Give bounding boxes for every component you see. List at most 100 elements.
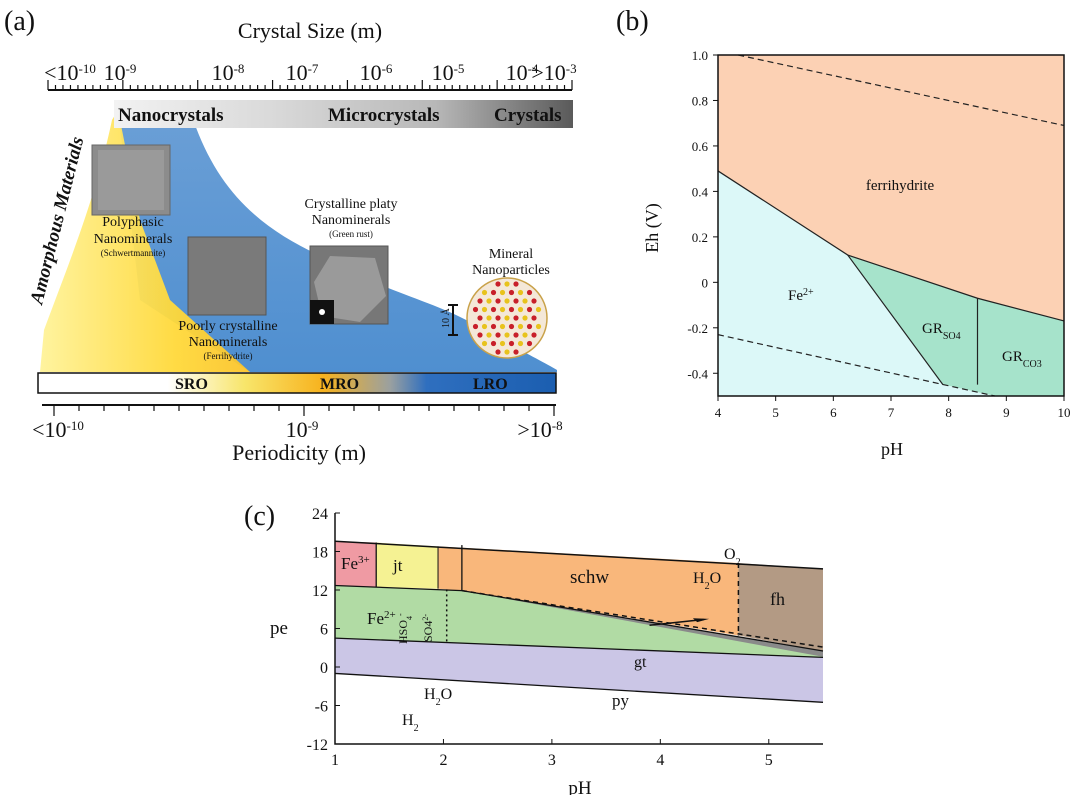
mro-label: MRO <box>320 376 359 393</box>
schw-gt-dashed <box>461 589 824 648</box>
atom <box>508 340 515 347</box>
ferrihydrite-micrograph <box>187 236 267 316</box>
atom <box>513 281 519 287</box>
gt-label: gt <box>634 654 647 671</box>
atom <box>481 306 488 313</box>
h2o-upper-label: H2O <box>693 570 721 592</box>
atom <box>531 332 537 338</box>
crystal-size-title: Crystal Size (m) <box>238 18 382 43</box>
atom <box>486 298 492 304</box>
atom <box>486 332 492 338</box>
fh-region <box>738 563 823 651</box>
py-upper-boundary <box>334 637 824 659</box>
ferrihydrite-label: ferrihydrite <box>866 178 935 194</box>
atom <box>477 315 483 321</box>
atom <box>526 323 533 330</box>
gr-region <box>847 255 1064 396</box>
poorly-line3: (Ferrihydrite) <box>204 351 253 361</box>
atom <box>535 323 542 330</box>
atom <box>517 289 524 296</box>
size-bar <box>114 100 573 128</box>
panel-b-ytick-label: 1.0 <box>692 48 708 63</box>
crystal-tick-label: 10-4 <box>506 60 539 85</box>
diffraction-spot <box>319 309 325 315</box>
sro-label: SRO <box>175 376 208 393</box>
panel-b-ytick-label: 0.4 <box>692 184 709 199</box>
crystal-tick-label: 10-7 <box>286 60 319 85</box>
atom <box>508 306 515 313</box>
atom <box>477 298 483 304</box>
atom <box>495 349 501 355</box>
atom <box>490 306 497 313</box>
atom <box>504 349 510 355</box>
panel-c-ytick-label: 18 <box>312 545 328 562</box>
gt-arrow-line <box>649 618 704 627</box>
particles-line1: Mineral <box>489 247 533 262</box>
atom <box>504 332 510 338</box>
atom <box>477 332 483 338</box>
atom <box>504 298 510 304</box>
atom <box>472 306 479 313</box>
fe2-region <box>335 585 823 658</box>
atom <box>499 323 506 330</box>
atom <box>526 306 533 313</box>
o2-label: O2 <box>724 546 741 568</box>
periodicity-tick-label: 10-9 <box>286 417 319 442</box>
atom <box>486 315 492 321</box>
panel-c-label: (c) <box>244 501 275 532</box>
py-region <box>335 638 823 703</box>
panel-b-xtick-label: 10 <box>1058 405 1071 420</box>
jt-region <box>376 542 439 589</box>
polyphasic-line3: (Schwertmannite) <box>101 248 165 258</box>
lower-water-line <box>717 334 995 397</box>
atom <box>535 306 542 313</box>
panel-c-ytick-label: -12 <box>307 737 328 754</box>
atom <box>472 323 479 330</box>
panel-b-ylabel: Eh (V) <box>642 203 663 252</box>
panel-c-xtick-label: 4 <box>656 752 664 769</box>
nanocrystals-label: Nanocrystals <box>118 105 224 126</box>
panel-b-ytick-label: 0.6 <box>692 139 709 154</box>
atom <box>517 306 524 313</box>
fe3-label: Fe3+ <box>341 554 370 573</box>
gt-region <box>461 590 823 657</box>
crystal-tick-label: 10-6 <box>360 60 393 85</box>
atom <box>490 340 497 347</box>
panel-a-label: (a) <box>4 6 35 37</box>
platy-line2: Nanominerals <box>312 213 391 228</box>
h2-label: H2 <box>402 712 419 734</box>
micrograph-texture <box>98 150 164 210</box>
atom <box>508 323 515 330</box>
panel-c-xtick-label: 5 <box>765 752 773 769</box>
panel-b-xtick-label: 6 <box>830 405 837 420</box>
microcrystals-label: Microcrystals <box>328 105 440 126</box>
atom <box>513 298 519 304</box>
atom <box>504 315 510 321</box>
atom <box>508 289 515 296</box>
panel-c-ylabel: pe <box>270 618 288 639</box>
nanoparticle-model <box>466 277 548 359</box>
boundary-fe2-grso4 <box>847 254 944 385</box>
fe2-region <box>718 170 943 385</box>
grso4-label: GRSO4 <box>922 321 961 342</box>
atom <box>517 323 524 330</box>
atom <box>526 289 533 296</box>
crystal-tick-label: >10-3 <box>531 60 576 85</box>
schw-region <box>438 546 739 636</box>
periodicity-tick-label: >10-8 <box>517 417 562 442</box>
panel-b-plot: 4 5 6 7 8 9 10 1.0 0.8 0.6 0.4 0.2 0 -0.2 -0.4 <box>687 48 1070 420</box>
schw-label: schw <box>570 567 609 588</box>
atom <box>522 332 528 338</box>
platy-line1: Crystalline platy <box>305 197 398 212</box>
h2o-lower-label: H2O <box>424 686 452 708</box>
atom <box>481 340 488 347</box>
atom <box>517 340 524 347</box>
panel-c-xtick-label: 3 <box>548 752 556 769</box>
panel-b-xtick-label: 7 <box>888 405 895 420</box>
atom <box>513 332 519 338</box>
upper-water-line <box>738 54 1065 127</box>
poorly-line2: Nanominerals <box>189 335 268 350</box>
polyphasic-line1: Polyphasic <box>102 215 163 230</box>
atom <box>490 323 497 330</box>
